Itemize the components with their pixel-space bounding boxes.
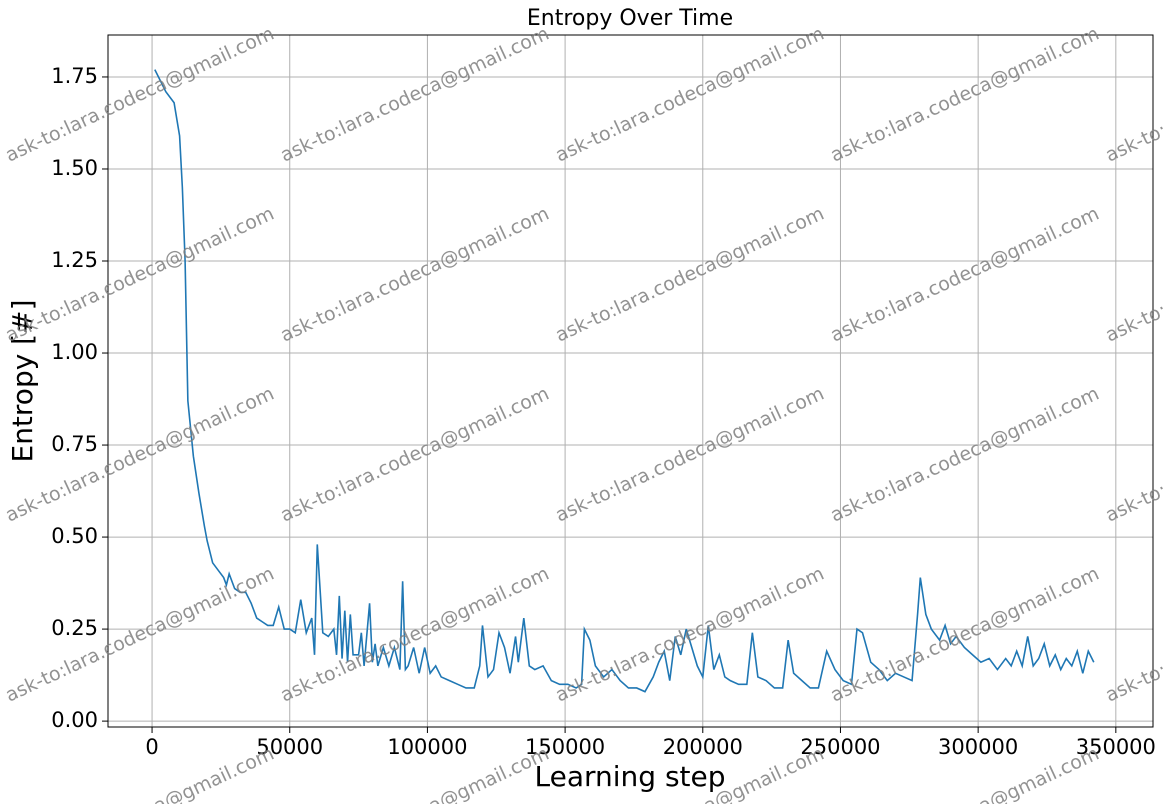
watermark: ask-to:lara.codeca@gmail.com <box>2 743 277 804</box>
y-tick-label: 1.25 <box>51 248 98 272</box>
y-tick-label: 0.75 <box>51 432 98 456</box>
data-line <box>154 69 1095 693</box>
watermark: ask-to:lara.codeca@gmail.com <box>1102 383 1163 527</box>
x-tick-label: 200000 <box>663 735 743 759</box>
y-axis-label: Entropy [#] <box>6 300 39 463</box>
x-tick-label: 150000 <box>525 735 605 759</box>
x-tick-label: 50000 <box>256 735 323 759</box>
watermark: ask-to:lara.codeca@gmail.com <box>277 383 552 527</box>
watermark: ask-to:lara.codeca@gmail.com <box>277 203 552 347</box>
watermark: ask-to:lara.codeca@gmail.com <box>552 203 827 347</box>
watermark: ask-to:lara.codeca@gmail.com <box>2 23 277 167</box>
y-tick-label: 0.25 <box>51 616 98 640</box>
watermark: ask-to:lara.codeca@gmail.com <box>1102 23 1163 167</box>
x-tick-label: 350000 <box>1076 735 1156 759</box>
x-tick-label: 300000 <box>938 735 1018 759</box>
y-tick-label: 0.00 <box>51 708 98 732</box>
watermark: ask-to:lara.codeca@gmail.com <box>2 383 277 527</box>
y-tick-label: 1.50 <box>51 156 98 180</box>
y-tick-label: 1.75 <box>51 64 98 88</box>
chart-title: Entropy Over Time <box>527 6 733 31</box>
watermark: ask-to:lara.codeca@gmail.com <box>1102 203 1163 347</box>
watermark: ask-to:lara.codeca@gmail.com <box>827 563 1102 707</box>
plot-frame <box>107 34 1154 728</box>
y-tick-label: 0.50 <box>51 524 98 548</box>
watermark: ask-to:lara.codeca@gmail.com <box>2 203 277 347</box>
watermark: ask-to:lara.codeca@gmail.com <box>552 563 827 707</box>
watermark: ask-to:lara.codeca@gmail.com <box>827 203 1102 347</box>
watermark: ask-to:lara.codeca@gmail.com <box>1102 563 1163 707</box>
x-tick-label: 100000 <box>387 735 467 759</box>
watermark: ask-to:lara.codeca@gmail.com <box>827 23 1102 167</box>
y-tick-label: 1.00 <box>51 340 98 364</box>
watermark: ask-to:lara.codeca@gmail.com <box>827 383 1102 527</box>
watermark: ask-to:lara.codeca@gmail.com <box>552 23 827 167</box>
watermark: ask-to:lara.codeca@gmail.com <box>2 563 277 707</box>
x-tick-label: 250000 <box>800 735 880 759</box>
watermark: ask-to:lara.codeca@gmail.com <box>277 563 552 707</box>
plot-area: 0 50000 100000 150000 200000 250000 300000 3500… <box>51 35 1156 759</box>
watermark: ask-to:lara.codeca@gmail.com <box>277 23 552 167</box>
x-tick-label: 0 <box>145 735 158 759</box>
x-axis-label: Learning step <box>534 760 725 793</box>
watermark: ask-to:lara.codeca@gmail.com <box>552 383 827 527</box>
